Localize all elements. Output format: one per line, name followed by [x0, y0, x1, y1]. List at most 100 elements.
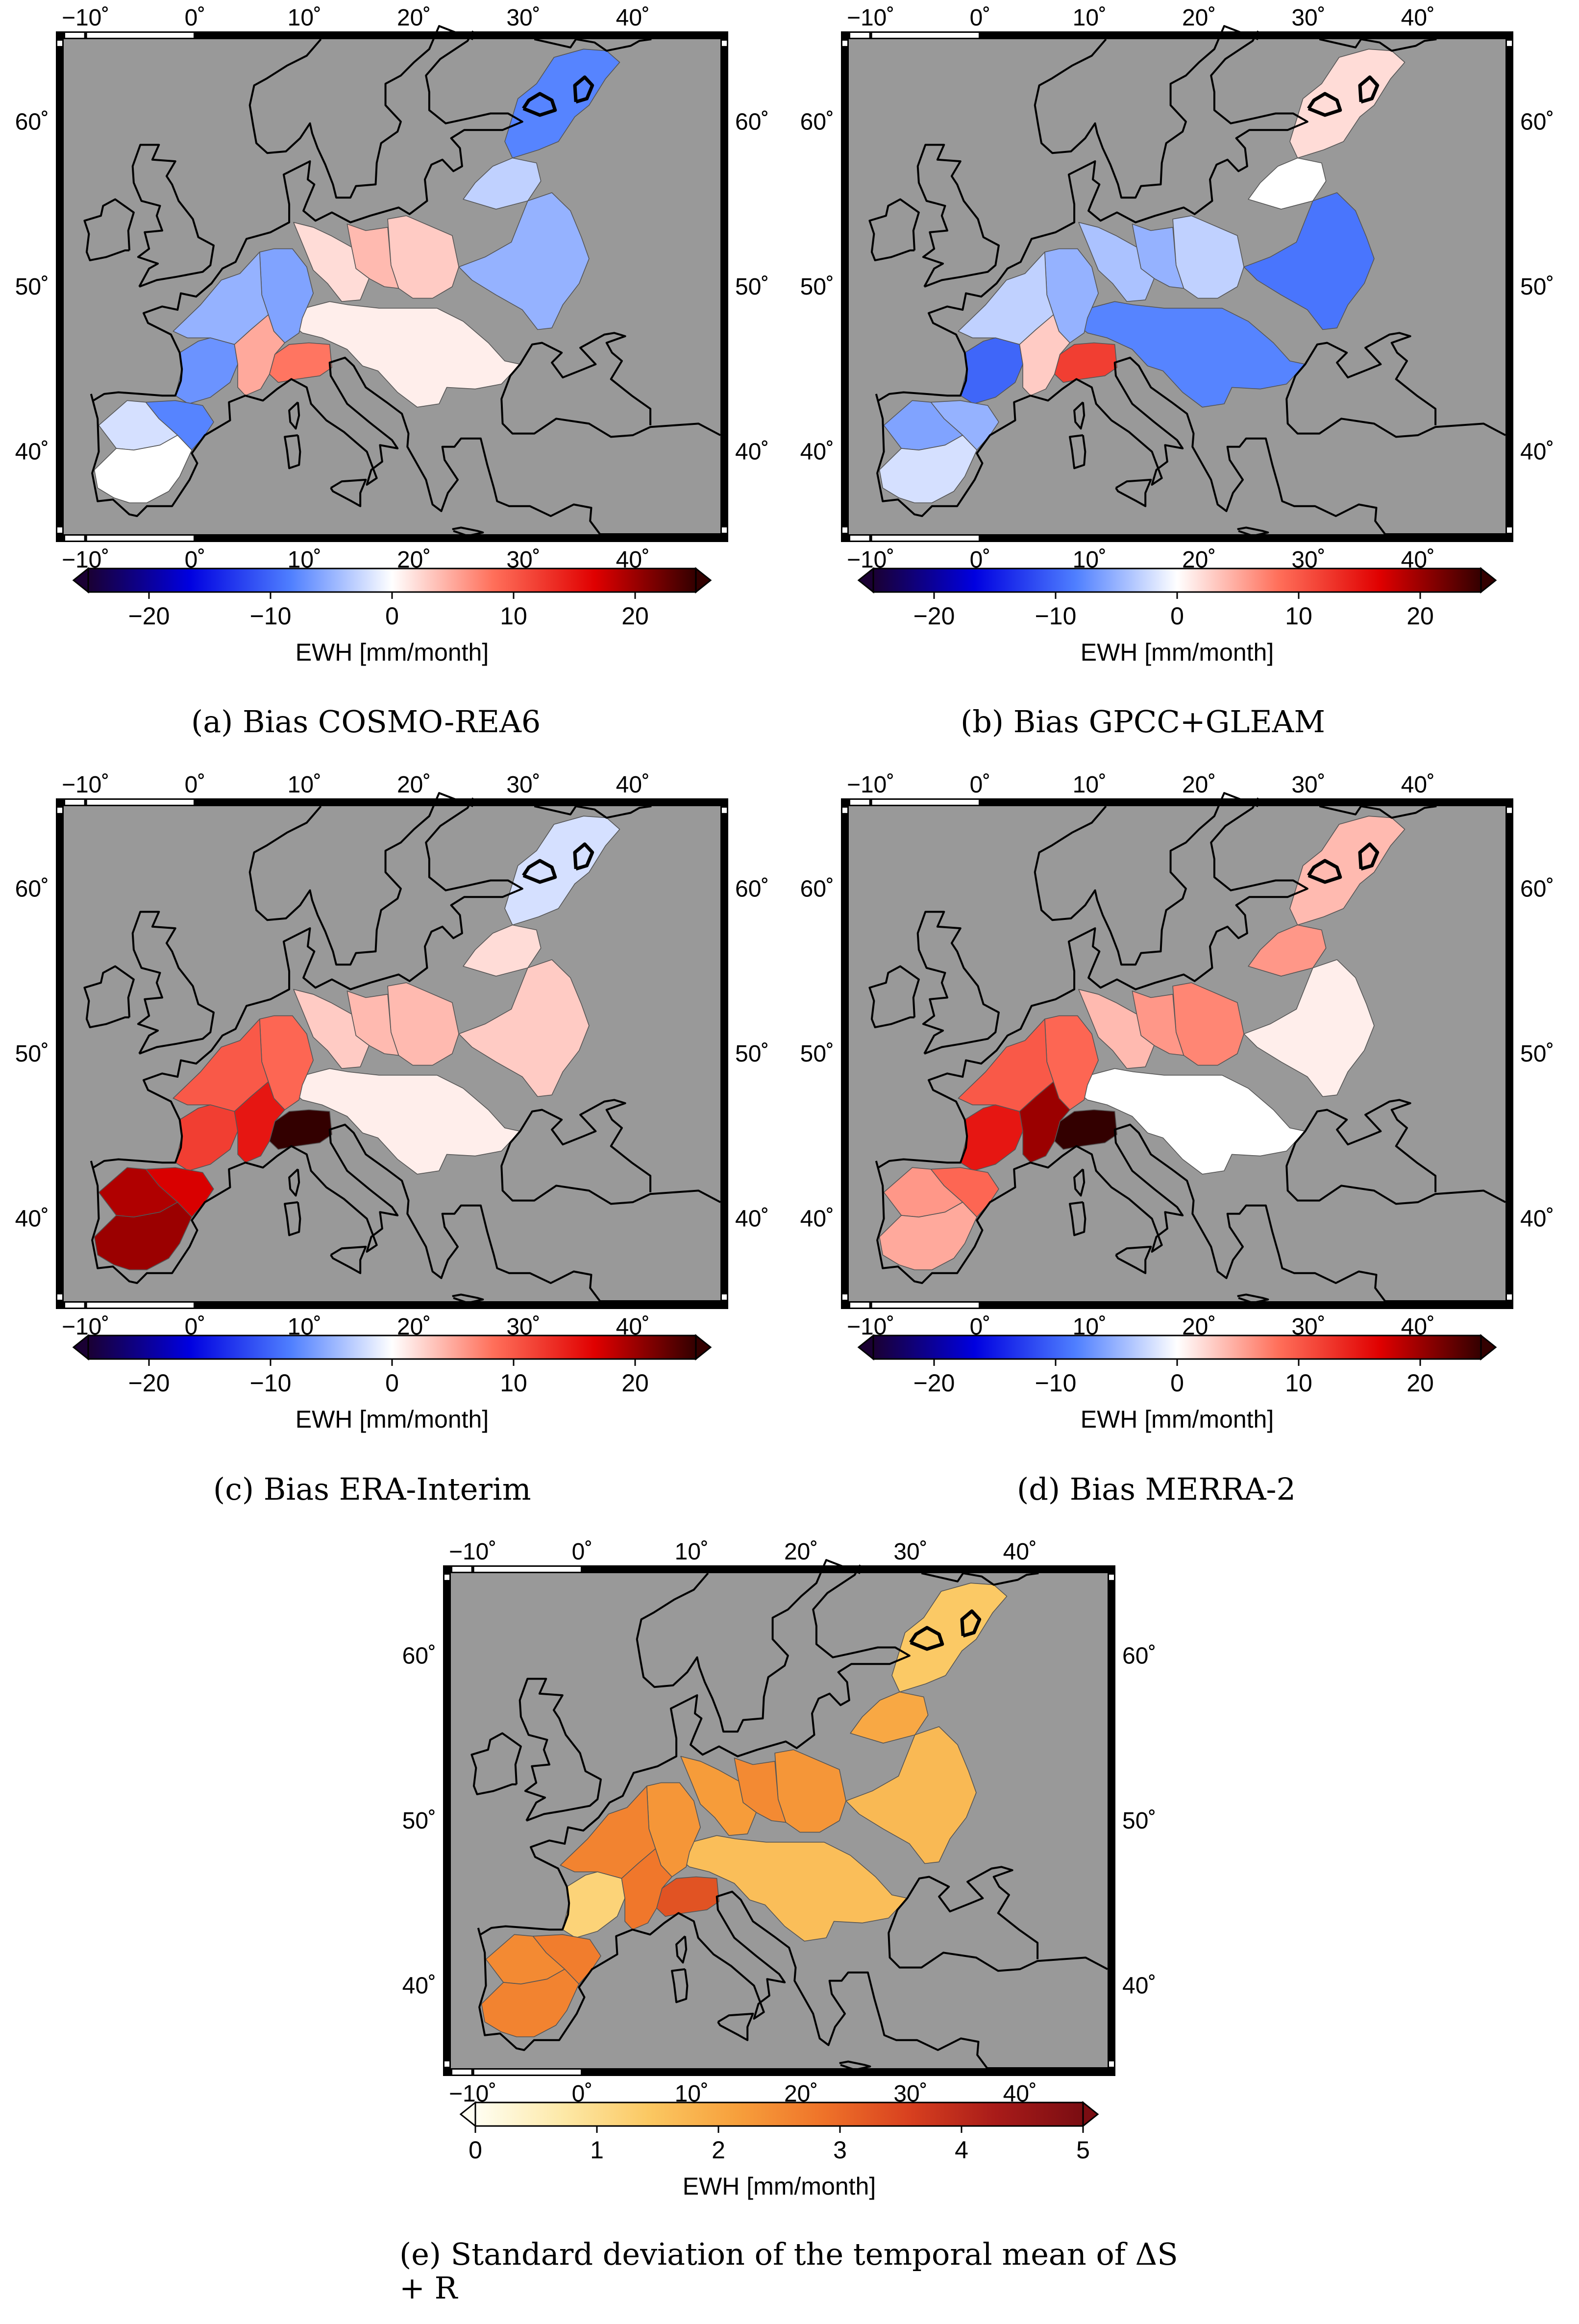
frame-top [64, 31, 720, 39]
coastline-8 [284, 1201, 301, 1236]
frame-checker-bottom-1 [872, 536, 979, 541]
coastline-8 [284, 434, 301, 470]
lat-tick-right: 50˚ [735, 274, 769, 300]
coastline-3 [530, 1564, 911, 1887]
basin-8 [173, 1018, 269, 1112]
frame-checker-bottom-0 [850, 1303, 869, 1308]
coastlines [83, 792, 721, 1304]
coastline-0 [90, 1123, 720, 1302]
colorbar-tick-label: 3 [833, 2136, 847, 2164]
frame-top [451, 1565, 1108, 1573]
colorbar [87, 568, 697, 593]
basin-1 [1248, 924, 1327, 977]
frame-bottom [849, 1301, 1505, 1309]
coastline-5 [1319, 805, 1437, 819]
basin-1 [850, 1691, 929, 1744]
basin-6 [458, 959, 590, 1097]
coastline-10 [1115, 1245, 1152, 1274]
frame-checker-right-0 [722, 808, 727, 813]
basin-6 [1243, 959, 1375, 1097]
coastlines [470, 1559, 1108, 2071]
lon-tick-top: 20˚ [784, 1539, 818, 1565]
lon-tick-top: 20˚ [1182, 772, 1216, 798]
frame-checker-left-0 [57, 41, 62, 46]
basin-14 [879, 435, 978, 503]
lon-tick-top: 20˚ [397, 5, 431, 31]
frame-checker-bottom-1 [87, 1303, 194, 1308]
basin-11 [656, 1876, 720, 1917]
basins [94, 49, 620, 503]
lat-tick-right: 60˚ [1122, 1643, 1156, 1669]
colorbar-tick-label: 0 [385, 1369, 399, 1397]
colorbar-tick-label: 1 [590, 2136, 604, 2164]
frame-checker-top-1 [87, 33, 194, 38]
lat-tick-left: 40˚ [800, 439, 834, 465]
coastline-12 [1307, 859, 1342, 884]
basin-11 [269, 1109, 333, 1150]
coastline-10 [330, 478, 367, 507]
frame-checker-right-1 [1109, 2061, 1114, 2067]
lat-tick-left: 60˚ [800, 876, 834, 902]
colorbar-high-arrow [1480, 1334, 1497, 1361]
basin-11 [269, 342, 333, 383]
lon-tick-top: 30˚ [506, 5, 540, 31]
coastline-7 [868, 198, 920, 262]
map-panel-a: −10˚−10˚0˚0˚10˚10˚20˚20˚30˚30˚40˚40˚60˚ 6… [15, 5, 769, 666]
frame-left [56, 31, 64, 542]
frame-checker-right-0 [722, 41, 727, 46]
map-panel-c: −10˚−10˚0˚0˚10˚10˚20˚20˚30˚30˚40˚40˚60˚ 6… [15, 772, 769, 1433]
frame-right [1505, 798, 1513, 1309]
basin-4 [1078, 222, 1155, 302]
lon-tick-top: 10˚ [288, 5, 321, 31]
frame-left [841, 798, 849, 1309]
frame-checker-bottom-0 [452, 2070, 471, 2075]
frame-checker-left-1 [842, 1294, 847, 1300]
basin-14 [94, 435, 193, 503]
coastline-8 [1069, 434, 1086, 470]
lon-tick-top: 40˚ [1401, 5, 1435, 31]
colorbar-tick-label: −20 [913, 602, 955, 630]
lat-tick-right: 40˚ [1520, 439, 1554, 465]
basin-9 [960, 337, 1023, 404]
basin-9 [175, 1104, 238, 1171]
basins [94, 816, 620, 1270]
lat-tick-right: 60˚ [735, 109, 769, 135]
basin-11 [1054, 1109, 1118, 1150]
panel-a: −10˚ −10˚ 0˚ 0˚ 10˚ 10˚ 20˚ 20˚ 30˚ 30˚ 40˚ 40˚ 60˚ 6… [15, 5, 818, 755]
basin-5 [284, 1068, 521, 1175]
lon-tick-top: 30˚ [1291, 5, 1325, 31]
coastline-5 [1319, 38, 1437, 52]
frame-checker-top-0 [452, 1567, 471, 1572]
coastline-13 [1358, 75, 1380, 104]
colorbar-high-arrow [1480, 567, 1497, 594]
coastline-0 [477, 1890, 1108, 2069]
coastline-0 [90, 356, 720, 535]
lon-tick-top: 0˚ [970, 772, 991, 798]
colorbar [474, 2101, 1084, 2127]
caption-a: (a) Bias COSMO-REA6 [191, 704, 541, 740]
frame-top [849, 31, 1505, 39]
lat-tick-left: 50˚ [15, 274, 49, 300]
basin-5 [1069, 1068, 1306, 1175]
colorbar-tick-label: 10 [1285, 1369, 1312, 1397]
basin-14 [879, 1202, 978, 1270]
frame-checker-bottom-0 [65, 536, 84, 541]
lon-tick-top: 0˚ [185, 772, 206, 798]
coastline-12 [1307, 92, 1342, 117]
map-panel-e: −10˚−10˚0˚0˚10˚10˚20˚20˚30˚30˚40˚40˚60˚ 6… [402, 1539, 1157, 2200]
lon-tick-top: 10˚ [675, 1539, 709, 1565]
colorbar-low-arrow [857, 567, 874, 594]
frame-checker-right-1 [1507, 527, 1512, 533]
frame-checker-top-0 [850, 800, 869, 805]
frame-checker-left-0 [444, 1575, 449, 1580]
lat-tick-left: 50˚ [15, 1041, 49, 1067]
lon-tick-top: 0˚ [572, 1539, 593, 1565]
basin-1 [463, 157, 542, 210]
colorbar-title: EWH [mm/month] [683, 2173, 876, 2200]
lat-tick-left: 50˚ [800, 1041, 834, 1067]
coastline-13 [1358, 842, 1380, 871]
frame-bottom [849, 534, 1505, 542]
panel-c: −10˚ −10˚ 0˚ 0˚ 10˚ 10˚ 20˚ 20˚ 30˚ 30˚ 40˚ 40˚ 60˚ 6… [15, 772, 818, 1522]
coastline-1 [1285, 1099, 1506, 1205]
colorbar-tick-label: −20 [913, 1369, 955, 1397]
